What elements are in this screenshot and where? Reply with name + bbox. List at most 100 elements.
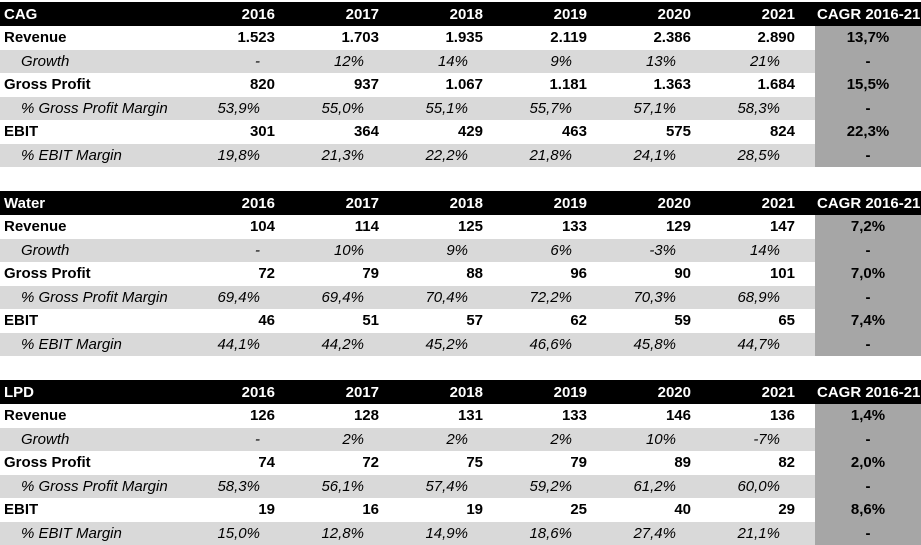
row-value: 79 bbox=[362, 265, 379, 283]
row-value: 12% bbox=[333, 52, 364, 70]
cagr-value: 1,4% bbox=[815, 404, 921, 428]
table-row: % EBIT Margin 15,0% 12,8% 14,9% 18,6% 27,4% 21… bbox=[0, 521, 921, 545]
row-value: 937 bbox=[353, 76, 379, 94]
year-header: 2020 bbox=[657, 194, 691, 212]
row-value: 68,9% bbox=[737, 288, 780, 306]
row-value: 364 bbox=[353, 123, 379, 141]
cagr-value: - bbox=[815, 238, 921, 262]
table-lpd: LPD 2016 2017 2018 2019 2020 2021 CAGR 2016-21 R… bbox=[0, 380, 921, 545]
year-header: 2021 bbox=[761, 5, 795, 23]
row-value: 69,4% bbox=[217, 288, 260, 306]
row-value: 2.386 bbox=[653, 29, 691, 47]
row-value: 59,2% bbox=[529, 477, 572, 495]
row-value: 125 bbox=[457, 218, 483, 236]
table-row: % Gross Profit Margin 69,4% 69,4% 70,4% 72,2… bbox=[0, 285, 921, 309]
table-cag: CAG 2016 2017 2018 2019 2020 2021 CAGR 2016-21 R… bbox=[0, 2, 921, 167]
year-header: 2019 bbox=[553, 194, 587, 212]
row-value: 18,6% bbox=[529, 524, 572, 542]
row-value: 2% bbox=[550, 430, 572, 448]
row-value: 2.119 bbox=[550, 29, 587, 47]
row-value: 824 bbox=[769, 123, 795, 141]
row-value: 44,7% bbox=[737, 335, 780, 353]
row-value: 51 bbox=[362, 312, 379, 330]
row-value: 46,6% bbox=[529, 335, 572, 353]
row-value: 129 bbox=[665, 218, 691, 236]
cagr-value: 22,3% bbox=[815, 120, 921, 144]
row-value: 21,8% bbox=[529, 146, 572, 164]
row-value: 55,1% bbox=[425, 99, 468, 117]
row-value: 1.935 bbox=[445, 29, 483, 47]
row-value: 58,3% bbox=[217, 477, 260, 495]
row-value: 60,0% bbox=[737, 477, 780, 495]
table-row: % EBIT Margin 19,8% 21,3% 22,2% 21,8% 24,1% 28… bbox=[0, 143, 921, 167]
year-header: 2018 bbox=[449, 194, 483, 212]
row-value: 21% bbox=[749, 52, 780, 70]
row-label: Gross Profit bbox=[4, 265, 91, 283]
row-value: 133 bbox=[561, 407, 587, 425]
table-row: Revenue 104 114 125 133 129 147 7,2% bbox=[0, 215, 921, 239]
row-value: 1.067 bbox=[445, 76, 483, 94]
row-value: -7% bbox=[753, 430, 780, 448]
row-label: Revenue bbox=[4, 29, 67, 47]
row-value: 45,2% bbox=[425, 335, 468, 353]
row-value: 72 bbox=[362, 454, 379, 472]
row-label: % EBIT Margin bbox=[21, 335, 122, 353]
row-value: - bbox=[255, 52, 260, 70]
row-value: 59 bbox=[674, 312, 691, 330]
row-value: 1.703 bbox=[341, 29, 379, 47]
table-row: Growth - 10% 9% 6% -3% 14% - bbox=[0, 238, 921, 262]
row-value: 56,1% bbox=[321, 477, 364, 495]
cagr-value: 7,0% bbox=[815, 262, 921, 286]
row-value: 19 bbox=[258, 501, 275, 519]
year-header: 2020 bbox=[657, 5, 691, 23]
year-header: 2020 bbox=[657, 383, 691, 401]
cagr-header: CAGR 2016-21 bbox=[815, 380, 921, 404]
table-header-row: Water 2016 2017 2018 2019 2020 2021 CAGR 2016-2… bbox=[0, 191, 921, 215]
row-value: 69,4% bbox=[321, 288, 364, 306]
year-header: 2021 bbox=[761, 383, 795, 401]
row-label: % EBIT Margin bbox=[21, 146, 122, 164]
row-label: % Gross Profit Margin bbox=[21, 288, 168, 306]
row-value: 131 bbox=[457, 407, 483, 425]
row-value: 40 bbox=[674, 501, 691, 519]
row-value: 2.890 bbox=[757, 29, 795, 47]
row-value: 65 bbox=[778, 312, 795, 330]
row-value: 14% bbox=[749, 241, 780, 259]
row-label: % Gross Profit Margin bbox=[21, 99, 168, 117]
row-value: 820 bbox=[249, 76, 275, 94]
year-header: 2016 bbox=[241, 383, 275, 401]
row-value: 79 bbox=[570, 454, 587, 472]
row-label: % Gross Profit Margin bbox=[21, 477, 168, 495]
row-value: 70,3% bbox=[633, 288, 676, 306]
row-value: 101 bbox=[769, 265, 795, 283]
year-header: 2017 bbox=[345, 383, 379, 401]
row-value: 19 bbox=[466, 501, 483, 519]
cagr-header: CAGR 2016-21 bbox=[815, 2, 921, 26]
row-value: 27,4% bbox=[633, 524, 676, 542]
section-title: LPD bbox=[4, 383, 34, 401]
row-value: 14,9% bbox=[425, 524, 468, 542]
row-value: 28,5% bbox=[737, 146, 780, 164]
cagr-value: - bbox=[815, 285, 921, 309]
row-value: 57 bbox=[466, 312, 483, 330]
row-value: 88 bbox=[466, 265, 483, 283]
row-value: 136 bbox=[769, 407, 795, 425]
row-label: EBIT bbox=[4, 312, 39, 330]
row-value: 133 bbox=[561, 218, 587, 236]
row-value: 72 bbox=[258, 265, 275, 283]
row-value: 55,7% bbox=[529, 99, 572, 117]
row-label: Revenue bbox=[4, 218, 67, 236]
row-value: 1.363 bbox=[653, 76, 691, 94]
row-value: 89 bbox=[674, 454, 691, 472]
table-row: EBIT 46 51 57 62 59 65 7,4% bbox=[0, 309, 921, 333]
table-water: Water 2016 2017 2018 2019 2020 2021 CAGR 2016-2… bbox=[0, 191, 921, 356]
row-value: 10% bbox=[333, 241, 364, 259]
cagr-value: - bbox=[815, 143, 921, 167]
row-value: 82 bbox=[778, 454, 795, 472]
row-value: 2% bbox=[342, 430, 364, 448]
row-value: 301 bbox=[249, 123, 275, 141]
cagr-value: - bbox=[815, 332, 921, 356]
cagr-value: 15,5% bbox=[815, 73, 921, 97]
table-row: % Gross Profit Margin 53,9% 55,0% 55,1% 55,7… bbox=[0, 96, 921, 120]
row-value: 9% bbox=[550, 52, 572, 70]
